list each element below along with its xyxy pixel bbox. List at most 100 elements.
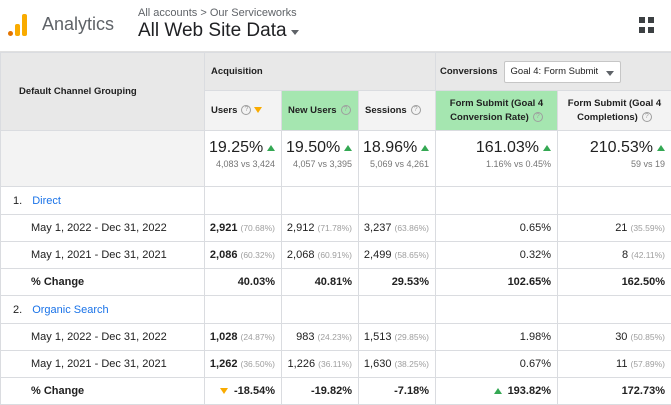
- new-users-cell: 2,068 (60.91%): [281, 241, 359, 269]
- conversion-rate-cell: 0.65%: [435, 214, 558, 242]
- help-icon[interactable]: ?: [641, 111, 652, 122]
- column-conversion-rate[interactable]: Form Submit (Goal 4 Conversion Rate)?: [435, 90, 558, 131]
- arrow-up-icon: [657, 144, 665, 151]
- new-users-cell: 983 (24.23%): [281, 323, 359, 351]
- help-icon[interactable]: ?: [410, 105, 421, 116]
- view-name: All Web Site Data: [138, 20, 287, 41]
- group-link-direct[interactable]: Direct: [32, 194, 61, 207]
- summary-sessions: 18.96% 5,069 vs 4,261: [358, 130, 436, 187]
- completions-cell: 21 (35.59%): [557, 214, 671, 242]
- group-label-cell: 1. Direct: [0, 186, 205, 215]
- breadcrumb-separator: >: [200, 7, 207, 19]
- column-users-label: Users: [211, 105, 238, 116]
- summary-conversion-rate: 161.03% 1.16% vs 0.45%: [435, 130, 558, 187]
- users-change-cell: 40.03%: [204, 268, 282, 296]
- conversion-rate-cell: 1.98%: [435, 323, 558, 351]
- users-cell: 2,921 (70.68%): [204, 214, 282, 242]
- app-name[interactable]: Analytics: [42, 14, 115, 34]
- chevron-down-icon: [290, 30, 299, 35]
- column-new-users[interactable]: New Users?: [281, 90, 359, 131]
- arrow-up-icon: [421, 144, 430, 151]
- summary-completions-compare: 59 vs 19: [630, 159, 665, 169]
- breadcrumb-property[interactable]: Our Serviceworks: [209, 7, 297, 19]
- help-icon[interactable]: ?: [532, 111, 543, 122]
- change-label: % Change: [0, 377, 205, 405]
- summary-conversion-rate-change: 161.03%: [475, 139, 539, 156]
- help-icon[interactable]: ?: [241, 105, 252, 116]
- apps-grid-icon[interactable]: [639, 17, 655, 33]
- summary-new-users-compare: 4,057 vs 3,395: [292, 159, 352, 169]
- summary-completions: 210.53% 59 vs 19: [557, 130, 671, 187]
- sessions-cell: 2,499 (58.65%): [358, 241, 436, 269]
- acquisition-group-header: Acquisition: [204, 52, 436, 91]
- summary-users-compare: 4,083 vs 3,424: [215, 159, 275, 169]
- column-conversion-rate-label: Form Submit (Goal 4 Conversion Rate): [449, 97, 544, 123]
- arrow-up-icon: [543, 144, 551, 151]
- goal-selector[interactable]: Goal 4: Form Submit: [503, 60, 622, 83]
- date-range-label: May 1, 2021 - Dec 31, 2021: [0, 241, 205, 269]
- completions-cell: 8 (42.11%): [557, 241, 671, 269]
- app-header: Analytics All accounts > Our Servicework…: [0, 0, 671, 52]
- sessions-cell: 3,237 (63.86%): [358, 214, 436, 242]
- conversion-rate-change-cell: 193.82%: [435, 377, 558, 405]
- arrow-down-icon: [220, 388, 229, 395]
- column-sessions-label: Sessions: [365, 105, 407, 116]
- summary-sessions-change: 18.96%: [363, 139, 418, 156]
- chevron-down-icon: [606, 70, 615, 76]
- new-users-change-cell: -19.82%: [281, 377, 359, 405]
- summary-conversion-rate-compare: 1.16% vs 0.45%: [485, 159, 551, 169]
- users-change-cell: -18.54%: [204, 377, 282, 405]
- breadcrumb[interactable]: All accounts > Our Serviceworks: [138, 7, 297, 19]
- users-cell: 2,086 (60.32%): [204, 241, 282, 269]
- arrow-up-icon: [344, 144, 353, 151]
- new-users-cell: 2,912 (71.78%): [281, 214, 359, 242]
- dimension-header[interactable]: Default Channel Grouping: [0, 52, 205, 131]
- group-row-organic-search: 2. Organic Search: [0, 295, 671, 324]
- conversion-rate-cell: 0.67%: [435, 350, 558, 378]
- new-users-change-cell: 40.81%: [281, 268, 359, 296]
- summary-users: 19.25% 4,083 vs 3,424: [204, 130, 282, 187]
- column-users[interactable]: Users?: [204, 90, 282, 131]
- group-number: 2.: [13, 303, 23, 316]
- conversion-rate-change-cell: 102.65%: [435, 268, 558, 296]
- conversions-group-header: Conversions Goal 4: Form Submit: [435, 52, 671, 91]
- column-completions-label: Form Submit (Goal 4 Completions): [567, 97, 662, 123]
- arrow-up-icon: [493, 388, 502, 395]
- completions-cell: 30 (50.85%): [557, 323, 671, 351]
- change-row: % Change 40.03% 40.81% 29.53% 102.65% 16…: [0, 268, 671, 296]
- help-icon[interactable]: ?: [340, 105, 351, 116]
- summary-dimension-cell: [0, 130, 205, 187]
- sessions-change-cell: -7.18%: [358, 377, 436, 405]
- sessions-change-cell: 29.53%: [358, 268, 436, 296]
- column-sessions[interactable]: Sessions?: [358, 90, 436, 131]
- summary-completions-change: 210.53%: [589, 139, 653, 156]
- users-cell: 1,262 (36.50%): [204, 350, 282, 378]
- summary-new-users-change: 19.50%: [286, 139, 341, 156]
- view-selector[interactable]: All Web Site Data: [138, 20, 299, 42]
- group-link-organic-search[interactable]: Organic Search: [32, 303, 109, 316]
- group-number: 1.: [13, 194, 23, 207]
- breadcrumb-account[interactable]: All accounts: [138, 7, 198, 19]
- column-completions[interactable]: Form Submit (Goal 4 Completions)?: [557, 90, 671, 131]
- table-row: May 1, 2021 - Dec 31, 2021 2,086 (60.32%…: [0, 241, 671, 269]
- date-range-label: May 1, 2022 - Dec 31, 2022: [0, 323, 205, 351]
- summary-row: 19.25% 4,083 vs 3,424 19.50% 4,057 vs 3,…: [0, 130, 671, 187]
- sort-descending-icon[interactable]: [254, 107, 263, 114]
- table-row: May 1, 2021 - Dec 31, 2021 1,262 (36.50%…: [0, 350, 671, 378]
- report-table: Default Channel Grouping Acquisition Con…: [0, 52, 671, 405]
- new-users-cell: 1,226 (36.11%): [281, 350, 359, 378]
- summary-sessions-compare: 5,069 vs 4,261: [369, 159, 429, 169]
- column-new-users-label: New Users: [288, 105, 337, 116]
- conversion-rate-cell: 0.32%: [435, 241, 558, 269]
- date-range-label: May 1, 2022 - Dec 31, 2022: [0, 214, 205, 242]
- users-cell: 1,028 (24.87%): [204, 323, 282, 351]
- summary-users-change: 19.25%: [209, 139, 264, 156]
- change-row: % Change -18.54% -19.82% -7.18% 193.82% …: [0, 377, 671, 405]
- group-row-direct: 1. Direct: [0, 186, 671, 215]
- change-label: % Change: [0, 268, 205, 296]
- arrow-up-icon: [267, 144, 276, 151]
- completions-change-cell: 172.73%: [557, 377, 671, 405]
- analytics-logo-icon[interactable]: [8, 14, 28, 36]
- sessions-cell: 1,513 (29.85%): [358, 323, 436, 351]
- completions-change-cell: 162.50%: [557, 268, 671, 296]
